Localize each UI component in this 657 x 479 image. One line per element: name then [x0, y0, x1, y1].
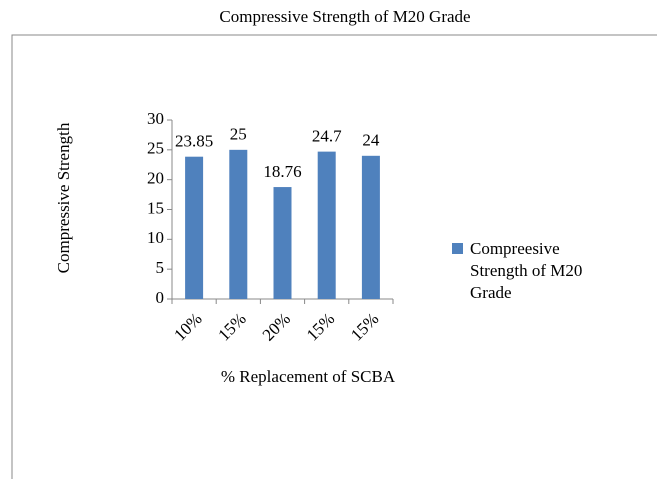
- bar: [229, 149, 248, 299]
- data-label: 18.76: [263, 162, 301, 181]
- bar: [361, 155, 380, 299]
- data-label: 24.7: [312, 127, 342, 146]
- legend-swatch: [452, 243, 463, 254]
- y-axis-label: Compressive Strength: [54, 122, 73, 273]
- x-tick-label: 10%: [170, 309, 205, 344]
- x-tick-label: 20%: [259, 309, 294, 344]
- data-label: 23.85: [175, 132, 213, 151]
- x-tick-label: 15%: [303, 309, 338, 344]
- x-axis-label: % Replacement of SCBA: [221, 367, 396, 386]
- bar: [185, 156, 204, 299]
- bar: [317, 151, 336, 299]
- chart-title: Compressive Strength of M20 Grade: [219, 7, 470, 26]
- chart-border: [11, 34, 657, 479]
- y-tick-label: 0: [156, 288, 165, 307]
- legend-label: Compreesive Strength of M20 Grade: [470, 239, 583, 302]
- y-tick-label: 10: [147, 228, 164, 247]
- x-tick-label: 15%: [214, 309, 249, 344]
- y-tick-label: 15: [147, 198, 164, 217]
- y-tick-label: 5: [156, 258, 165, 277]
- x-tick-label: 15%: [347, 309, 382, 344]
- y-tick-label: 25: [147, 139, 164, 158]
- data-label: 25: [230, 125, 247, 144]
- data-label: 24: [362, 131, 380, 150]
- y-tick-label: 20: [147, 169, 164, 188]
- bar: [273, 187, 292, 299]
- y-tick-label: 30: [147, 109, 164, 128]
